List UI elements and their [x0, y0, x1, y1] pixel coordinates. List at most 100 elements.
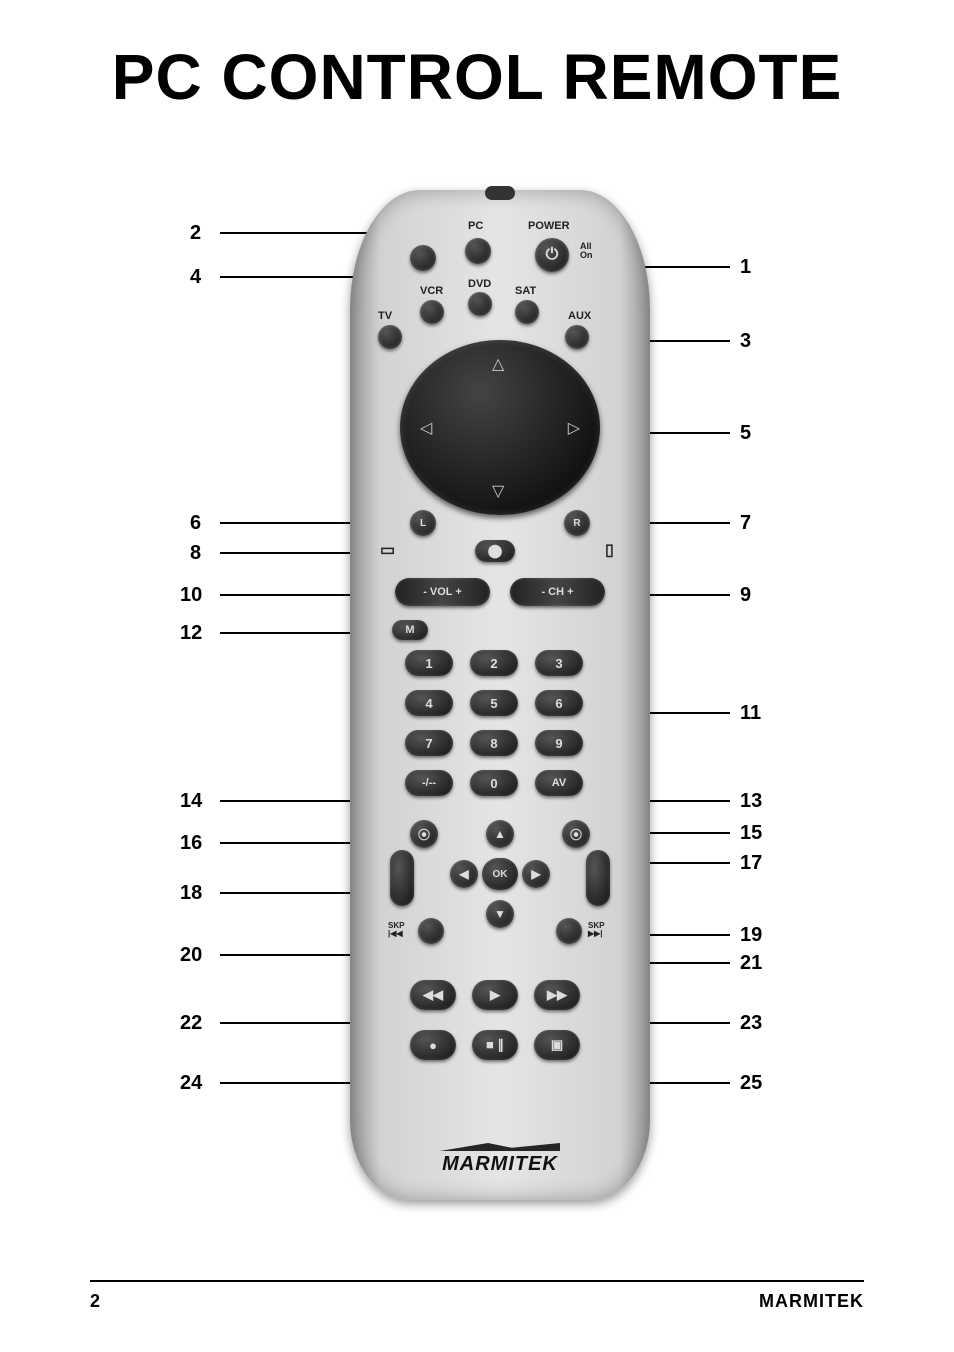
callout-19: 19 — [740, 924, 762, 947]
callout-4: 4 — [190, 266, 201, 289]
mouse-icon: ⬤ — [488, 543, 503, 559]
page: PC CONTROL REMOTE 2 4 6 8 10 12 14 16 18… — [0, 0, 954, 1352]
label-sat: SAT — [515, 285, 536, 297]
sat-mode-button — [515, 300, 539, 324]
label-all-on: All On — [580, 242, 593, 260]
key-9: 9 — [535, 730, 583, 756]
callout-5: 5 — [740, 422, 751, 445]
remote-body: PC POWER All On ⏻ TV VCR DVD SAT AUX △ ▽ — [350, 190, 650, 1200]
label-skip-next: SKP ▶▶| — [588, 922, 604, 938]
key-6: 6 — [535, 690, 583, 716]
ok-button: OK — [482, 858, 518, 890]
volume-rocker: - VOL + — [395, 578, 490, 606]
play-icon: ▶ — [490, 987, 500, 1003]
callout-13: 13 — [740, 790, 762, 813]
screen-a-icon: ▭ — [380, 540, 395, 560]
callout-7: 7 — [740, 512, 751, 535]
page-title: PC CONTROL REMOTE — [90, 40, 864, 114]
menu-side-right-button — [586, 850, 610, 906]
dpad-ring: △ ▽ ◁ ▷ — [400, 340, 600, 515]
callout-18: 18 — [180, 882, 202, 905]
key-dash: -/-- — [405, 770, 453, 796]
rewind-button: ◀◀ — [410, 980, 456, 1010]
stop-pause-icon: ■ ∥ — [486, 1037, 504, 1053]
label-power: POWER — [528, 220, 570, 232]
callout-6: 6 — [190, 512, 201, 535]
callout-3: 3 — [740, 330, 751, 353]
vcr-mode-button — [420, 300, 444, 324]
callout-14: 14 — [180, 790, 202, 813]
screen-b-icon: ▯ — [605, 540, 614, 560]
label-dvd: DVD — [468, 278, 491, 290]
menu-left-button: ◀ — [450, 860, 478, 888]
callout-1: 1 — [740, 256, 751, 279]
label-vcr: VCR — [420, 285, 443, 297]
mute-label: M — [405, 624, 414, 636]
dpad-right-icon: ▷ — [568, 418, 580, 438]
key-3: 3 — [535, 650, 583, 676]
vol-label: - VOL + — [423, 586, 462, 598]
menu-cluster: ⦿ ⦿ ▲ ◀ OK ▶ ▼ SKP |◀◀ SKP ▶▶| — [390, 810, 610, 960]
l-button: L — [410, 510, 436, 536]
footer-rule — [90, 1280, 864, 1282]
rewind-icon: ◀◀ — [423, 987, 443, 1003]
callout-11: 11 — [740, 702, 761, 725]
aux-mode-button — [565, 325, 589, 349]
label-aux: AUX — [568, 310, 591, 322]
stop-pause-button: ■ ∥ — [472, 1030, 518, 1060]
callout-16: 16 — [180, 832, 202, 855]
menu-down-button: ▼ — [486, 900, 514, 928]
record-button: ● — [410, 1030, 456, 1060]
mouse-button: ⬤ — [475, 540, 515, 562]
menu-up-button: ▲ — [486, 820, 514, 848]
callout-20: 20 — [180, 944, 202, 967]
page-number: 2 — [90, 1291, 100, 1312]
channel-rocker: - CH + — [510, 578, 605, 606]
tv-mode-button — [378, 325, 402, 349]
callout-2: 2 — [190, 222, 201, 245]
play-button: ▶ — [472, 980, 518, 1010]
callout-22: 22 — [180, 1012, 202, 1035]
footer-brand: MARMITEK — [759, 1291, 864, 1312]
ir-emitter — [485, 186, 515, 200]
dvd-mode-button — [468, 292, 492, 316]
skip-next-button — [556, 918, 582, 944]
dpad-left-icon: ◁ — [420, 418, 432, 438]
key-av: AV — [535, 770, 583, 796]
menu-top-right-button: ⦿ — [562, 820, 590, 848]
callout-21: 21 — [740, 952, 762, 975]
callout-24: 24 — [180, 1072, 202, 1095]
callout-15: 15 — [740, 822, 762, 845]
callout-12: 12 — [180, 622, 202, 645]
callout-8: 8 — [190, 542, 201, 565]
key-7: 7 — [405, 730, 453, 756]
menu-right-button: ▶ — [522, 860, 550, 888]
ffwd-button: ▶▶ — [534, 980, 580, 1010]
record-icon: ● — [429, 1038, 437, 1053]
label-tv: TV — [378, 310, 392, 322]
key-1: 1 — [405, 650, 453, 676]
key-0: 0 — [470, 770, 518, 796]
key-8: 8 — [470, 730, 518, 756]
dpad-down-icon: ▽ — [492, 481, 504, 501]
callout-17: 17 — [740, 852, 762, 875]
ffwd-icon: ▶▶ — [547, 987, 567, 1003]
ok-label: OK — [493, 869, 508, 880]
key-2: 2 — [470, 650, 518, 676]
extra-icon: ▣ — [551, 1037, 563, 1053]
setup-button — [410, 245, 436, 271]
callout-10: 10 — [180, 584, 202, 607]
menu-side-left-button — [390, 850, 414, 906]
menu-top-left-button: ⦿ — [410, 820, 438, 848]
ch-label: - CH + — [541, 586, 573, 598]
dpad-up-icon: △ — [492, 354, 504, 374]
power-button: ⏻ — [535, 238, 569, 272]
callout-25: 25 — [740, 1072, 762, 1095]
callout-23: 23 — [740, 1012, 762, 1035]
label-pc: PC — [468, 220, 483, 232]
pc-mode-button — [465, 238, 491, 264]
remote-diagram: 2 4 6 8 10 12 14 16 18 20 22 24 1 3 5 7 — [90, 190, 864, 1210]
extra-button: ▣ — [534, 1030, 580, 1060]
brand-logo: MARMITEK — [350, 1143, 650, 1176]
key-5: 5 — [470, 690, 518, 716]
